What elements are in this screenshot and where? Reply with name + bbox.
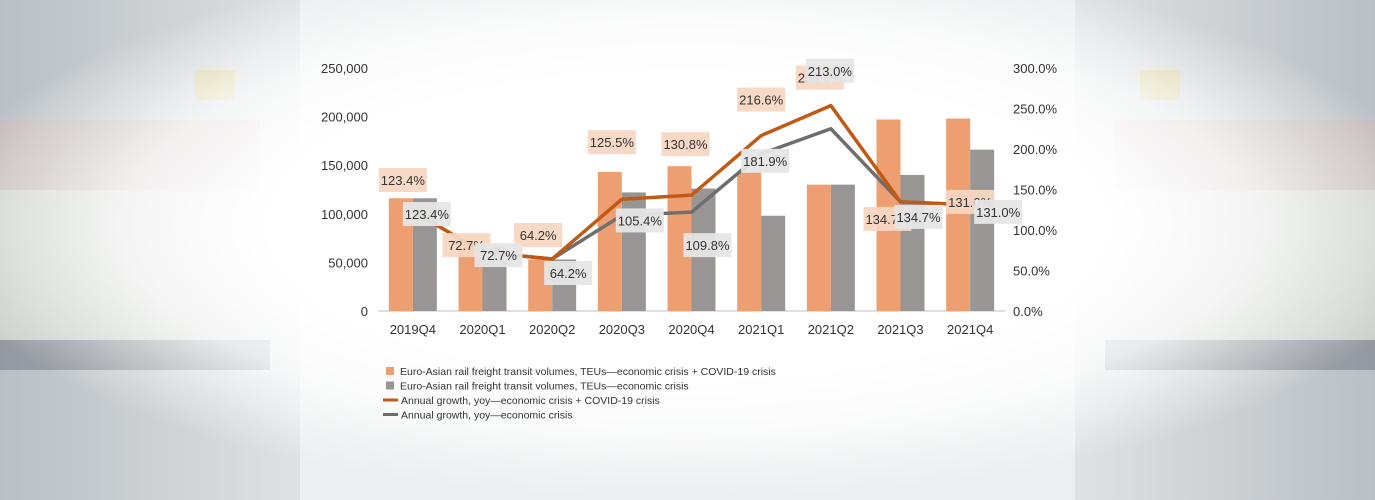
right-axis-tick-label: 50.0% <box>1013 264 1050 279</box>
legend-swatch <box>386 367 394 375</box>
x-axis-categories: 2019Q4 2020Q1 2020Q2 2020Q3 2020Q4 2021Q1 2021… <box>390 322 994 337</box>
x-axis-category-label: 2021Q1 <box>738 322 784 337</box>
data-label-bg <box>737 87 786 112</box>
left-y-axis: 0 50,000 100,000 150,000 200,000 250,000 <box>321 61 368 319</box>
data-label: 181.9% <box>743 154 788 169</box>
data-label-bg <box>378 168 427 193</box>
bar-series-2-2021Q1 <box>761 215 786 311</box>
data-label-bg <box>402 202 451 227</box>
right-axis-tick-label: 200.0% <box>1013 142 1058 157</box>
x-axis-category-label: 2020Q4 <box>668 322 714 337</box>
x-axis-category-label: 2020Q1 <box>459 322 505 337</box>
data-label: 72.7% <box>480 248 517 263</box>
x-axis-category-label: 2020Q2 <box>529 322 575 337</box>
legend-label: Euro-Asian rail freight transit volumes,… <box>400 366 776 378</box>
left-axis-tick-label: 50,000 <box>328 255 368 270</box>
x-axis-category-label: 2021Q3 <box>877 322 923 337</box>
data-label: 213.0% <box>808 64 853 79</box>
x-axis-category-label: 2019Q4 <box>390 322 436 337</box>
left-axis-tick-label: 200,000 <box>321 110 368 125</box>
data-label: 64.2% <box>550 266 587 281</box>
left-axis-tick-label: 100,000 <box>321 207 368 222</box>
x-axis-category-label: 2020Q3 <box>599 322 645 337</box>
left-axis-tick-label: 0 <box>361 304 368 319</box>
bar-series-2-2021Q4 <box>970 149 995 311</box>
bar-series-2-2021Q2 <box>830 184 855 311</box>
data-label-bg <box>974 199 1023 224</box>
legend: Euro-Asian rail freight transit volumes,… <box>383 366 776 422</box>
bar-series-1-2021Q1 <box>737 172 762 311</box>
left-axis-tick-label: 150,000 <box>321 158 368 173</box>
right-axis-tick-label: 300.0% <box>1013 61 1058 76</box>
data-label-bg <box>661 132 710 157</box>
right-axis-tick-label: 250.0% <box>1013 102 1058 117</box>
data-label-bg <box>474 243 523 268</box>
data-label: 134.7% <box>896 210 941 225</box>
data-label-bg <box>587 130 636 155</box>
data-label: 130.8% <box>663 137 708 152</box>
bar-series-1-2021Q2 <box>806 184 831 311</box>
data-label: 123.4% <box>405 207 450 222</box>
data-label: 125.5% <box>590 135 635 150</box>
data-label: 123.4% <box>381 173 426 188</box>
bar-series-1-2021Q4 <box>946 118 971 311</box>
bars-group <box>388 118 995 312</box>
data-label-bg <box>683 233 732 258</box>
legend-label: Annual growth, yoy—economic crisis <box>401 410 573 422</box>
data-label: 131.0% <box>976 205 1021 220</box>
data-label-bg <box>544 260 593 285</box>
data-label-bg <box>894 204 943 229</box>
x-axis-category-label: 2021Q2 <box>808 322 854 337</box>
data-label: 64.2% <box>520 228 557 243</box>
right-axis-tick-label: 100.0% <box>1013 223 1058 238</box>
left-axis-tick-label: 250,000 <box>321 61 368 76</box>
legend-swatch <box>386 381 394 390</box>
legend-label: Annual growth, yoy—economic crisis + COV… <box>401 395 660 407</box>
data-label-bg <box>741 148 790 173</box>
data-label: 216.6% <box>739 93 784 108</box>
right-y-axis: 0.0% 50.0% 100.0% 150.0% 200.0% 250.0% 300.0% <box>1013 61 1058 319</box>
legend-label: Euro-Asian rail freight transit volumes,… <box>400 381 689 393</box>
data-label-bg <box>615 208 664 233</box>
right-axis-tick-label: 0.0% <box>1013 304 1043 319</box>
data-label-bg <box>514 222 563 247</box>
bar-series-1-2020Q3 <box>597 172 622 311</box>
data-label-bg <box>805 58 854 83</box>
data-labels-group: 123.4%72.7%64.2%125.5%130.8%216.6%253.6%… <box>378 58 1023 285</box>
data-label: 109.8% <box>685 238 730 253</box>
x-axis-category-label: 2021Q4 <box>947 322 993 337</box>
bar-series-2-2021Q3 <box>900 174 925 311</box>
data-label: 105.4% <box>618 213 663 228</box>
right-axis-tick-label: 150.0% <box>1013 183 1058 198</box>
